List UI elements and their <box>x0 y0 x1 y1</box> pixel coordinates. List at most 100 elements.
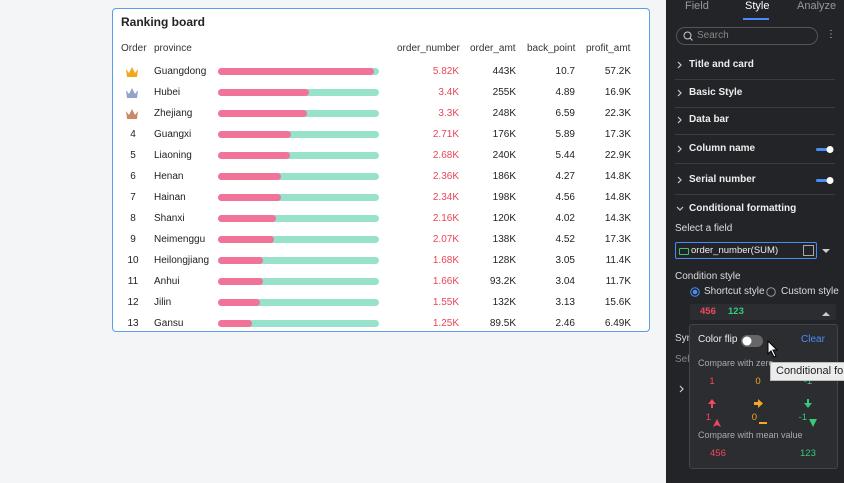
search-box[interactable]: Search <box>676 27 818 45</box>
section-title[interactable]: Column name <box>689 143 756 154</box>
section-title[interactable]: Title and card <box>689 59 754 70</box>
radio-label[interactable]: Shortcut style <box>704 286 765 297</box>
bar-track <box>218 257 379 264</box>
bar <box>218 257 264 264</box>
profit-amt: 6.49K <box>604 318 631 329</box>
card-title: Ranking board <box>121 15 206 29</box>
bar-track <box>218 152 379 159</box>
bar-track <box>218 194 379 201</box>
radio-label[interactable]: Custom style <box>781 286 839 297</box>
order-number-value: 1.68K <box>432 255 459 266</box>
order-number: 7 <box>130 192 136 203</box>
bar-track <box>218 131 379 138</box>
order-amt: 89.5K <box>489 318 516 329</box>
arrow-icon <box>804 395 813 408</box>
province: Guangdong <box>154 66 207 77</box>
profit-amt: 14.8K <box>604 171 631 182</box>
style-preview[interactable]: 456 123 <box>690 304 836 320</box>
bar <box>218 110 307 117</box>
chevron <box>676 89 684 97</box>
tab[interactable]: Field <box>685 0 709 12</box>
order-number: 8 <box>130 213 136 224</box>
hidden-select: Sel <box>675 354 690 365</box>
field-select[interactable]: order_number(SUM) <box>675 242 817 259</box>
toggle <box>816 175 834 185</box>
section-title[interactable]: Serial number <box>689 174 756 185</box>
order-number-value: 2.34K <box>432 192 459 203</box>
zero-value[interactable]: 0 <box>755 376 761 387</box>
icon-value[interactable]: 1 <box>705 412 711 423</box>
tab-underline <box>743 18 769 20</box>
bar <box>218 68 375 75</box>
bar-track <box>218 320 379 327</box>
back-point: 4.56 <box>555 192 575 203</box>
profit-amt: 22.3K <box>604 108 631 119</box>
order-number-value: 1.55K <box>432 297 459 308</box>
profit-amt: 16.9K <box>604 87 631 98</box>
mean-value[interactable]: 123 <box>800 448 816 459</box>
order-number-value: 1.66K <box>432 276 459 287</box>
bar-track <box>218 215 379 222</box>
province: Anhui <box>154 276 180 287</box>
order-number-value: 2.16K <box>432 213 459 224</box>
tab[interactable]: Analyze <box>797 0 837 12</box>
tab[interactable]: Style <box>745 0 770 12</box>
bar <box>218 152 290 159</box>
ranking-card: Ranking board Order province order_number o… <box>112 8 650 332</box>
search-icon <box>683 31 693 41</box>
icon-value[interactable]: 0 <box>751 412 757 423</box>
order-amt: 120K <box>492 213 516 224</box>
order-number-value: 2.68K <box>432 150 459 161</box>
section-label: Compare with zero <box>698 358 774 368</box>
more-icon[interactable]: ⋮ <box>826 29 836 40</box>
divider <box>675 134 835 135</box>
chevron <box>676 176 684 184</box>
zero-value[interactable]: -1 <box>803 376 813 387</box>
order-amt: 240K <box>492 150 516 161</box>
section-title[interactable]: Basic Style <box>689 87 743 98</box>
trend-icon <box>809 414 817 427</box>
icon-value[interactable]: -1 <box>798 412 807 423</box>
order-amt: 128K <box>492 255 516 266</box>
order-number-value: 2.07K <box>432 234 459 245</box>
back-point: 5.44 <box>555 150 575 161</box>
profit-amt: 15.6K <box>604 297 631 308</box>
profit-amt: 57.2K <box>604 66 631 77</box>
order-number: 4 <box>130 129 136 140</box>
section-title[interactable]: Data bar <box>689 114 730 125</box>
profit-amt: 22.9K <box>604 150 631 161</box>
order-number: 11 <box>127 276 139 287</box>
back-point: 4.27 <box>555 171 575 182</box>
text-icon <box>803 245 814 256</box>
bar <box>218 299 260 306</box>
search-placeholder: Search <box>697 30 729 41</box>
province: Guangxi <box>154 129 192 140</box>
profit-amt: 14.3K <box>604 213 631 224</box>
trend-icon <box>713 414 721 427</box>
chevron <box>676 116 684 124</box>
order-number: 12 <box>127 297 139 308</box>
order-amt: 443K <box>492 66 516 77</box>
order-amt: 186K <box>492 171 516 182</box>
divider <box>675 79 835 80</box>
zero-value[interactable]: 1 <box>709 376 715 387</box>
order-number-value: 2.36K <box>432 171 459 182</box>
label: Condition style <box>675 271 741 282</box>
profit-amt: 11.7K <box>605 276 631 287</box>
toggle <box>816 144 834 154</box>
bar-track <box>218 278 379 285</box>
order-number: 13 <box>127 318 139 329</box>
back-point: 10.7 <box>555 66 575 77</box>
clear-link[interactable]: Clear <box>801 334 825 345</box>
bar-track <box>218 173 379 180</box>
order-amt: 255K <box>492 87 516 98</box>
mean-value[interactable]: 456 <box>710 448 726 459</box>
profit-amt: 11.4K <box>605 255 631 266</box>
back-point: 4.89 <box>555 87 575 98</box>
column-header: Order <box>121 43 147 54</box>
chevron <box>676 61 684 69</box>
bar <box>218 320 252 327</box>
cursor <box>767 340 779 358</box>
bar <box>218 194 281 201</box>
section-title[interactable]: Conditional formatting <box>689 203 797 214</box>
